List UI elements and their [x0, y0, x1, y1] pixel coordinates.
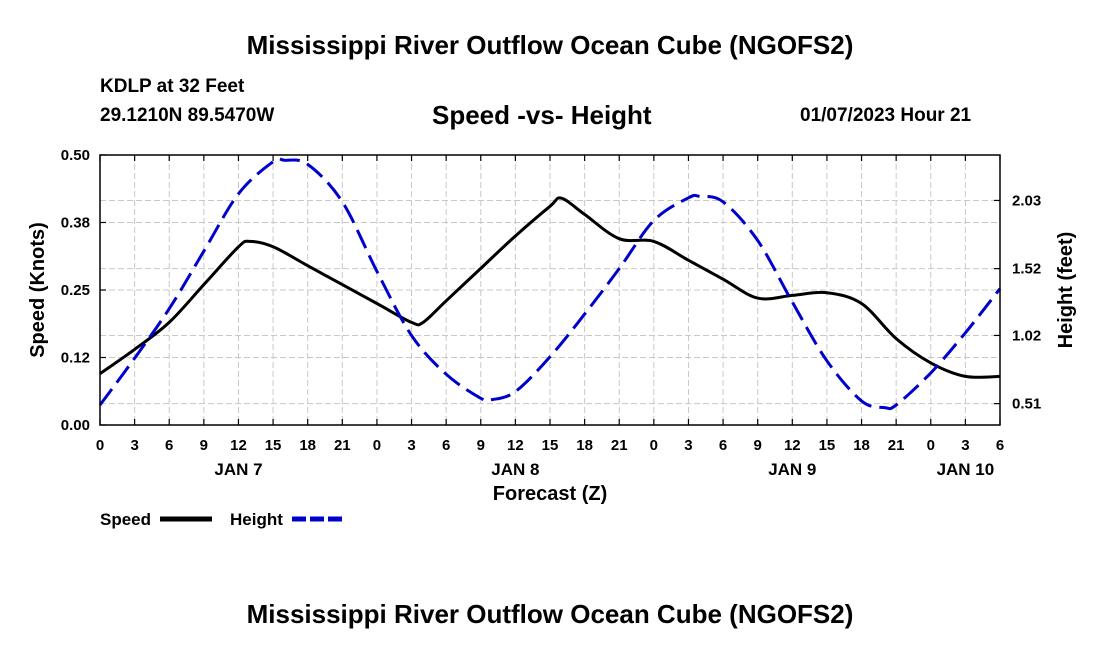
x-tick-label: 9: [200, 437, 208, 454]
legend-label-height: Height: [230, 510, 283, 529]
x-tick-label: 0: [650, 437, 658, 454]
axis-ticks: 0 3 6 9 12 15 18 21 0 3 6 9 12 15 18 21 0 3 6 9 12 15 18 21 0 3 6 0…: [61, 147, 1041, 479]
x-tick-label: 6: [442, 437, 450, 454]
y-axis-label-right: Height (feet): [1055, 232, 1077, 349]
footer-title: Mississippi River Outflow Ocean Cube (NG…: [246, 599, 854, 629]
x-tick-label: 21: [888, 437, 905, 454]
y-tick-label-right: 0.51: [1012, 396, 1041, 413]
x-tick-label: 12: [784, 437, 801, 454]
forecast-datetime: 01/07/2023 Hour 21: [800, 105, 972, 126]
x-tick-label: 9: [754, 437, 762, 454]
y-tick-label-left: 0.25: [61, 282, 90, 299]
grid: [100, 155, 1000, 425]
x-tick-label: 12: [230, 437, 247, 454]
y-tick-label-right: 2.03: [1012, 192, 1041, 209]
series-layer: [98, 157, 1002, 411]
x-tick-label: 21: [334, 437, 351, 454]
x-tick-label: 15: [542, 437, 559, 454]
chart-subtitle: Speed -vs- Height: [432, 100, 652, 130]
x-tick-label: 15: [819, 437, 836, 454]
x-tick-label: 6: [719, 437, 727, 454]
y-axis-label-left: Speed (Knots): [27, 222, 49, 358]
x-tick-label: 15: [265, 437, 282, 454]
legend: Speed Height: [100, 510, 342, 529]
y-tick-label-left: 0.12: [61, 350, 90, 367]
x-tick-label: 3: [407, 437, 415, 454]
day-label: JAN 9: [768, 460, 816, 479]
y-tick-label-left: 0.50: [61, 147, 90, 164]
day-label: JAN 8: [491, 460, 539, 479]
series-line-speed: [99, 196, 1001, 379]
x-tick-label: 21: [611, 437, 628, 454]
x-tick-label: 18: [299, 437, 316, 454]
y-tick-label-left: 0.38: [61, 215, 90, 232]
series-line-height: [98, 157, 1002, 411]
y-tick-label-left: 0.00: [61, 417, 90, 434]
x-tick-label: 3: [684, 437, 692, 454]
x-tick-label: 9: [477, 437, 485, 454]
x-tick-label: 3: [961, 437, 969, 454]
x-tick-label: 6: [165, 437, 173, 454]
day-label: JAN 10: [937, 460, 995, 479]
x-tick-label: 3: [130, 437, 138, 454]
day-label: JAN 7: [214, 460, 262, 479]
x-tick-label: 0: [927, 437, 935, 454]
x-tick-label: 0: [373, 437, 381, 454]
x-tick-label: 18: [853, 437, 870, 454]
chart-title: Mississippi River Outflow Ocean Cube (NG…: [246, 30, 854, 60]
x-tick-label: 18: [576, 437, 593, 454]
station-name: KDLP at 32 Feet: [100, 76, 245, 97]
y-tick-label-right: 1.02: [1012, 327, 1041, 344]
legend-label-speed: Speed: [100, 510, 151, 529]
x-tick-label: 12: [507, 437, 524, 454]
y-tick-label-right: 1.52: [1012, 261, 1041, 278]
x-tick-label: 0: [96, 437, 104, 454]
station-coordinates: 29.1210N 89.5470W: [100, 105, 275, 126]
x-tick-label: 6: [996, 437, 1004, 454]
x-axis-label: Forecast (Z): [493, 483, 607, 505]
